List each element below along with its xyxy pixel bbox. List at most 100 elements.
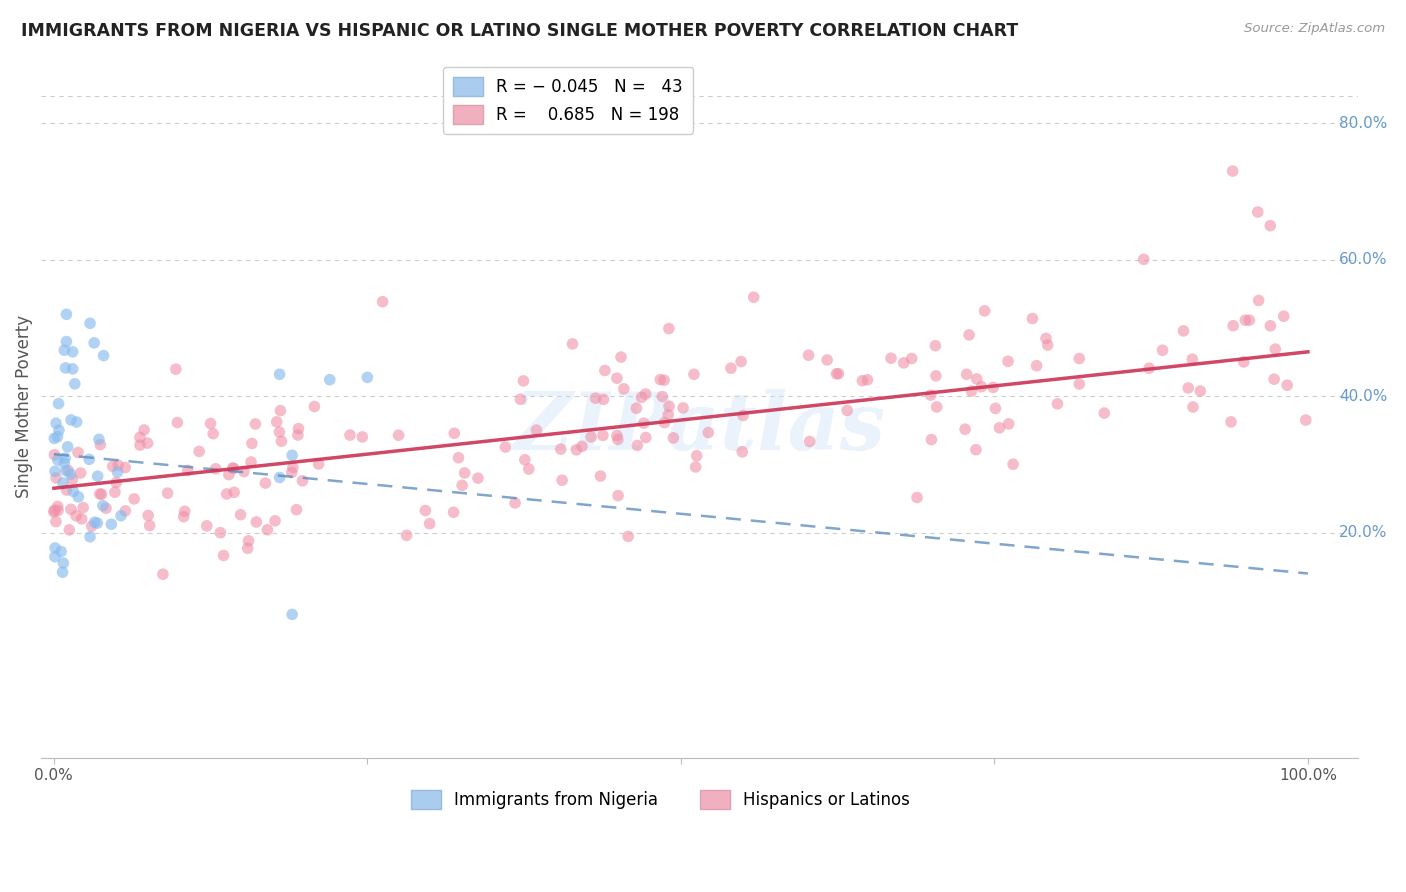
Point (308, 457, 330, 471)
Point (893, 356, 915, 370)
Point (607, 489, 630, 503)
Point (200, 417, 222, 431)
Point (1220, 415, 1243, 429)
Point (238, 533, 260, 548)
Point (291, 474, 314, 488)
Point (905, 491, 928, 505)
Point (970, 379, 993, 393)
Point (565, 442, 588, 457)
Point (101, 459, 124, 474)
Point (280, 466, 302, 480)
Point (100, 517, 122, 532)
Point (1036, 338, 1059, 352)
Point (925, 400, 948, 414)
Point (136, 436, 159, 450)
Point (997, 354, 1019, 368)
Point (1234, 313, 1257, 327)
Point (269, 403, 291, 417)
Point (585, 391, 607, 405)
Point (77, 452, 100, 467)
Text: 20.0%: 20.0% (1340, 525, 1388, 540)
Point (51, 565, 73, 579)
Point (837, 403, 859, 417)
Point (59, 467, 82, 482)
Point (1035, 331, 1057, 345)
Point (110, 508, 132, 523)
Point (90, 487, 112, 501)
Point (44, 432, 66, 446)
Point (304, 400, 326, 414)
Point (352, 430, 374, 444)
Point (44, 503, 66, 517)
Point (285, 502, 308, 516)
Point (138, 518, 160, 533)
Point (62, 472, 84, 486)
Point (1046, 397, 1069, 411)
Point (55, 464, 77, 478)
Point (269, 470, 291, 484)
Point (269, 368, 291, 382)
Point (658, 321, 681, 335)
Point (956, 368, 979, 382)
Point (59, 502, 82, 516)
Text: 80.0%: 80.0% (1340, 116, 1388, 131)
Point (509, 392, 531, 407)
Point (209, 525, 232, 540)
Point (240, 436, 263, 450)
Point (44, 464, 66, 478)
Point (53, 343, 76, 358)
Point (55, 334, 77, 349)
Text: ZIPatlas: ZIPatlas (513, 389, 886, 467)
Point (55, 307, 77, 321)
Point (46, 453, 69, 467)
Point (70, 512, 93, 526)
Point (173, 509, 195, 524)
Point (66, 415, 89, 429)
Point (105, 475, 128, 490)
Point (62, 344, 84, 359)
Point (957, 327, 980, 342)
Point (634, 430, 657, 444)
Point (1239, 313, 1261, 327)
Point (62, 362, 84, 376)
Point (606, 433, 628, 447)
Point (53, 451, 76, 466)
Point (134, 423, 156, 437)
Point (42, 505, 65, 519)
Point (165, 362, 187, 376)
Point (52, 556, 75, 570)
Point (1002, 457, 1025, 471)
Point (997, 417, 1019, 431)
Point (72, 500, 94, 515)
Point (59, 413, 82, 427)
Point (1264, 342, 1286, 356)
Point (86, 516, 108, 530)
Point (797, 348, 820, 362)
Point (83, 515, 105, 529)
Point (45, 515, 67, 529)
Point (287, 422, 309, 436)
Point (593, 363, 616, 377)
Point (634, 387, 657, 401)
Point (1260, 318, 1282, 333)
Point (93, 349, 115, 363)
Point (613, 382, 636, 396)
Point (526, 423, 548, 437)
Point (512, 374, 534, 388)
Point (650, 373, 672, 387)
Point (494, 440, 516, 454)
Point (65, 508, 87, 523)
Point (387, 428, 409, 442)
Point (49, 544, 72, 558)
Point (697, 425, 720, 440)
Point (626, 401, 648, 416)
Y-axis label: Single Mother Poverty: Single Mother Poverty (15, 315, 32, 498)
Point (1272, 310, 1295, 324)
Point (46, 430, 69, 444)
Point (730, 354, 752, 368)
Point (69, 466, 91, 480)
Point (52, 475, 75, 490)
Point (266, 415, 288, 429)
Point (254, 476, 277, 491)
Point (453, 466, 475, 480)
